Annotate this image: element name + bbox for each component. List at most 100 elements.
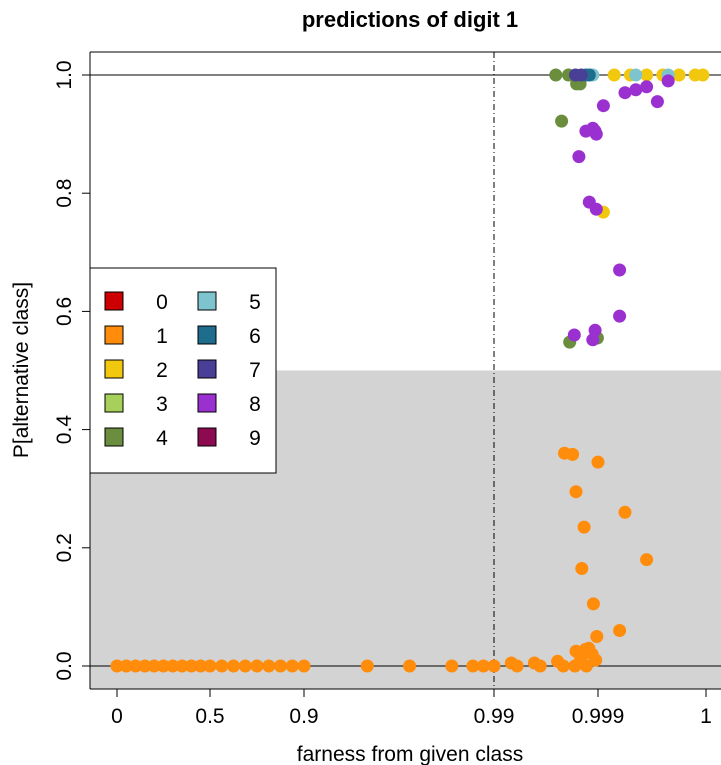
legend-label-5: 5	[249, 291, 261, 314]
point-class-8-6	[572, 150, 586, 164]
point-class-2-3	[640, 68, 654, 82]
x-tick-label-0.999: 0.999	[572, 705, 625, 728]
point-class-1-17	[285, 659, 299, 673]
point-class-7-1	[574, 68, 588, 82]
point-class-1-5	[157, 659, 170, 673]
point-class-1-40	[618, 505, 632, 519]
legend-swatch-8	[197, 393, 217, 413]
point-class-1-1	[119, 659, 133, 673]
x-tick-label-0.9: 0.9	[289, 705, 318, 728]
y-tick-label-1.0: 1.0	[53, 60, 76, 89]
point-class-8-17	[618, 86, 632, 100]
point-class-1-2	[129, 659, 143, 673]
x-axis: 0 0.5 0.9 0.99 0.999 1	[111, 688, 712, 728]
y-axis: 0.0 0.2 0.4 0.6 0.8 1.0	[53, 60, 91, 681]
y-axis-label: P[alternative class]	[10, 282, 33, 458]
point-class-8-2	[589, 127, 603, 141]
point-class-2-5	[672, 68, 686, 82]
point-class-1-20	[403, 659, 417, 673]
point-class-8-12	[596, 99, 610, 113]
point-class-1-44	[586, 597, 600, 611]
point-class-1-10	[203, 659, 217, 673]
point-class-8-5	[589, 202, 603, 216]
x-tick-label-0.99: 0.99	[474, 705, 515, 728]
point-class-2-1	[607, 68, 621, 82]
point-class-8-10	[586, 333, 600, 347]
point-class-1-19	[360, 659, 374, 673]
point-class-8-3	[579, 124, 593, 138]
y-tick-label-0.0: 0.0	[53, 651, 76, 680]
legend-label-3: 3	[156, 393, 168, 416]
point-class-1-24	[487, 659, 501, 673]
y-tick-label-0.2: 0.2	[53, 533, 76, 562]
point-class-1-30	[504, 656, 518, 670]
x-tick-label-1: 1	[700, 705, 712, 728]
y-tick-label-0.6: 0.6	[53, 297, 76, 326]
legend-label-4: 4	[156, 427, 168, 450]
point-class-8-8	[613, 309, 627, 323]
point-class-1-41	[640, 553, 654, 567]
legend-swatch-9	[197, 427, 217, 447]
legend-label-6: 6	[249, 325, 261, 348]
point-class-1-8	[184, 659, 198, 673]
point-class-1-46	[590, 630, 604, 643]
point-class-1-9	[194, 659, 208, 673]
point-class-1-32	[551, 654, 565, 668]
point-class-1-6	[166, 659, 180, 673]
point-class-1-37	[566, 447, 580, 461]
legend: 0 1 2 3 4 5 6 7 8 9	[89, 267, 277, 474]
point-class-1-42	[577, 520, 591, 534]
point-class-1-45	[613, 624, 627, 637]
point-class-1-14	[250, 659, 264, 673]
point-class-1-23	[476, 659, 490, 673]
x-tick-label-0.5: 0.5	[195, 705, 224, 728]
point-class-1-13	[238, 659, 252, 673]
point-class-8-16	[661, 74, 675, 88]
point-class-1-16	[274, 659, 287, 673]
y-tick-label-0.8: 0.8	[53, 179, 76, 208]
legend-swatch-5	[197, 291, 217, 311]
legend-label-0: 0	[156, 291, 168, 314]
legend-label-8: 8	[249, 393, 261, 416]
point-class-1-4	[147, 659, 161, 673]
point-class-1-7	[175, 659, 189, 673]
x-tick-label-0: 0	[111, 705, 123, 728]
point-class-1-35	[589, 653, 603, 667]
legend-swatch-1	[104, 325, 124, 345]
point-class-1-18	[297, 659, 311, 673]
point-class-1-0	[110, 659, 124, 673]
point-class-5-1	[629, 68, 643, 82]
point-class-1-21	[445, 659, 459, 673]
point-class-8-14	[629, 83, 643, 97]
legend-label-1: 1	[156, 325, 168, 348]
legend-swatch-7	[197, 359, 217, 379]
x-axis-label: farness from given class	[297, 743, 523, 765]
point-class-1-49	[569, 644, 583, 658]
point-class-1-43	[575, 562, 589, 575]
point-class-1-31	[527, 656, 541, 670]
legend-swatch-2	[104, 359, 124, 379]
point-class-8-11	[567, 328, 581, 342]
point-class-4-0	[555, 114, 569, 128]
legend-label-9: 9	[249, 427, 261, 450]
point-class-1-15	[262, 659, 276, 673]
legend-swatch-6	[197, 325, 217, 345]
point-class-4-6	[549, 68, 563, 82]
point-class-1-22	[466, 659, 480, 673]
point-class-1-38	[569, 485, 583, 499]
legend-swatch-3	[104, 393, 124, 413]
chart-title: predictions of digit 1	[302, 7, 518, 32]
legend-swatch-0	[104, 291, 124, 311]
point-class-1-3	[138, 659, 152, 673]
point-class-1-11	[215, 659, 229, 673]
legend-swatch-4	[104, 427, 124, 447]
y-tick-label-0.4: 0.4	[53, 415, 76, 445]
point-class-1-12	[227, 659, 240, 673]
point-class-8-7	[613, 263, 627, 277]
point-class-8-15	[640, 80, 654, 94]
point-class-2-7	[696, 68, 710, 82]
point-class-1-39	[591, 455, 605, 469]
legend-label-7: 7	[249, 359, 261, 382]
legend-label-2: 2	[156, 359, 168, 382]
